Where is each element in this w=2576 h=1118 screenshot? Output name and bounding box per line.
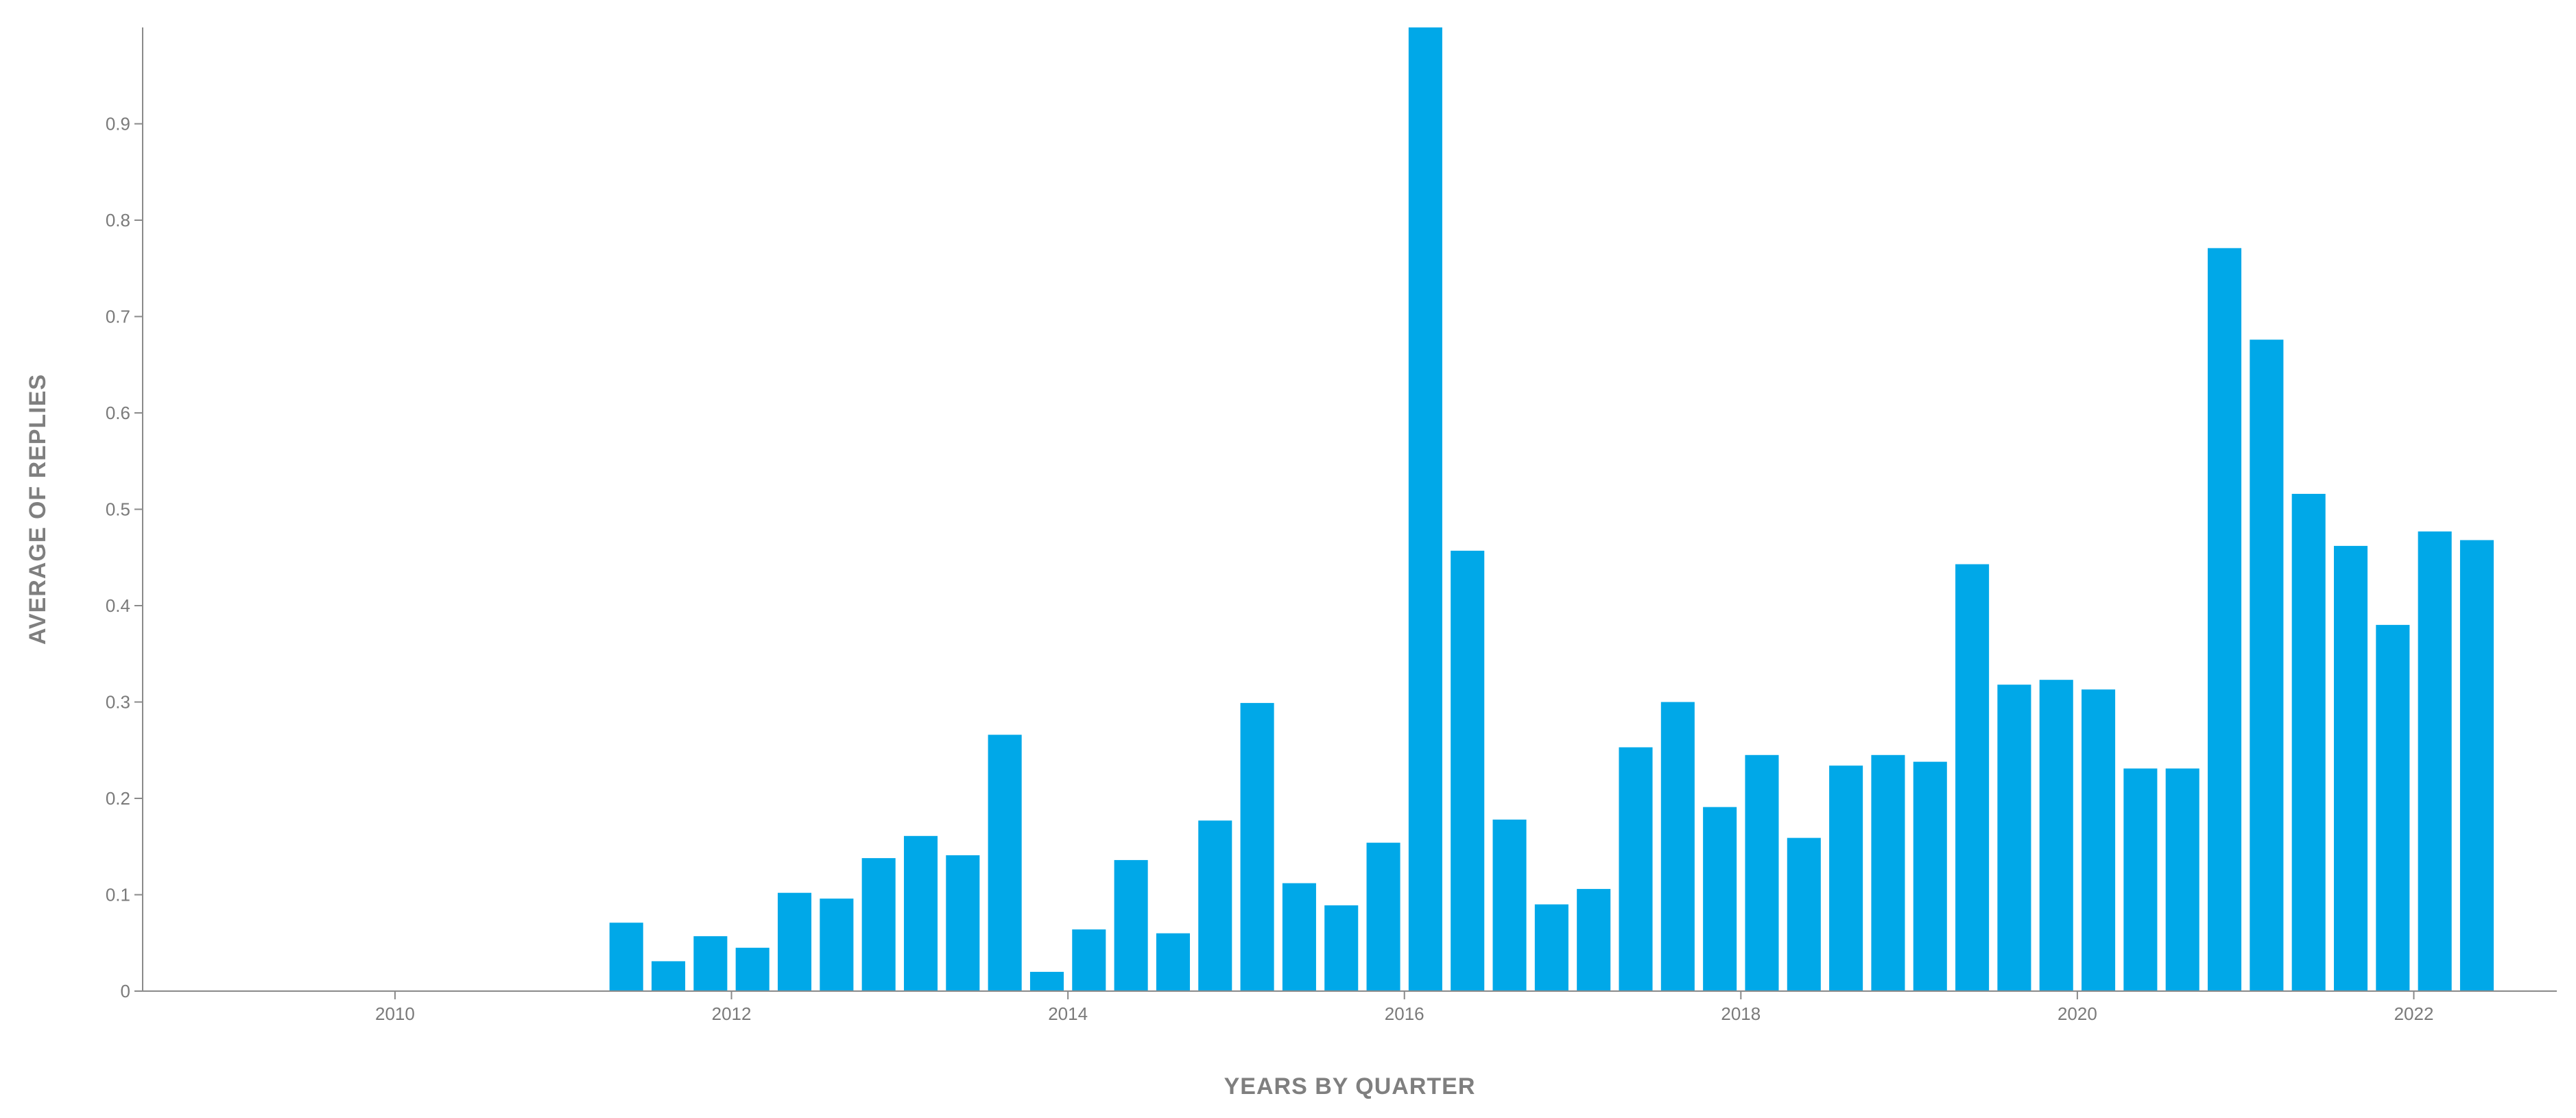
y-tick-label: 0.6 (106, 403, 130, 423)
y-tick-label: 0.3 (106, 692, 130, 713)
x-tick-label: 2012 (712, 1003, 752, 1024)
bar (903, 835, 938, 991)
bar (2291, 494, 2326, 991)
x-tick-label: 2014 (1048, 1003, 1088, 1024)
bar (1829, 765, 1863, 991)
bar (1997, 685, 2031, 991)
x-axis-ticks: 2010 2012 2014 2016 2018 2020 2022 (375, 991, 2433, 1024)
bar (1534, 904, 1569, 991)
bar (1913, 761, 1947, 991)
bar (2082, 689, 2116, 991)
bar (1619, 747, 1653, 991)
bar (609, 923, 643, 991)
bar (1787, 837, 1821, 991)
bar (2123, 768, 2158, 991)
y-tick-label: 0.5 (106, 499, 130, 520)
bar (735, 947, 770, 991)
x-tick-label: 2010 (375, 1003, 415, 1024)
y-tick-label: 0.9 (106, 114, 130, 134)
bar (652, 961, 686, 991)
bar (1324, 905, 1359, 991)
bar (988, 735, 1022, 991)
x-tick-label: 2022 (2394, 1003, 2434, 1024)
bar (1408, 27, 1442, 991)
x-tick-label: 2018 (1721, 1003, 1761, 1024)
bar (1703, 807, 1737, 991)
y-tick-label: 0.1 (106, 885, 130, 905)
x-axis-title: YEARS BY QUARTER (1224, 1073, 1476, 1099)
bar (1282, 883, 1316, 991)
bar (2250, 340, 2284, 992)
x-tick-label: 2016 (1385, 1003, 1424, 1024)
bar (1577, 889, 1611, 991)
bar (1745, 754, 1779, 991)
bar (2418, 531, 2452, 991)
bar (2376, 625, 2410, 991)
bar (1871, 754, 1905, 991)
y-tick-label: 0.7 (106, 307, 130, 327)
bar (2039, 680, 2073, 991)
bars-group (609, 27, 2494, 992)
y-axis-ticks: 0 0.1 0.2 0.3 0.4 0.5 0.6 0.7 0.8 0.9 (106, 114, 143, 1001)
bar (1029, 971, 1064, 991)
bar (861, 858, 896, 991)
bar (1955, 564, 1990, 991)
bar (946, 855, 980, 991)
y-tick-label: 0.2 (106, 788, 130, 809)
bar (1072, 929, 1106, 991)
bar (1240, 702, 1274, 991)
bar (1451, 550, 1485, 991)
bar (2333, 545, 2368, 991)
bar (1156, 933, 1190, 991)
y-tick-label: 0.4 (106, 595, 130, 616)
y-tick-label: 0 (121, 981, 130, 1001)
bar (2208, 248, 2242, 991)
bar (1198, 820, 1232, 991)
y-tick-label: 0.8 (106, 210, 130, 230)
bar (693, 936, 728, 991)
bar (1114, 859, 1148, 991)
bar (777, 892, 812, 991)
bar (2459, 540, 2494, 991)
bar (2165, 768, 2199, 991)
x-tick-label: 2020 (2058, 1003, 2097, 1024)
bar (1492, 819, 1527, 991)
bar (1366, 842, 1400, 991)
bar (820, 899, 854, 991)
y-axis-title: AVERAGE OF REPLIES (25, 374, 51, 645)
bar (1660, 702, 1695, 991)
